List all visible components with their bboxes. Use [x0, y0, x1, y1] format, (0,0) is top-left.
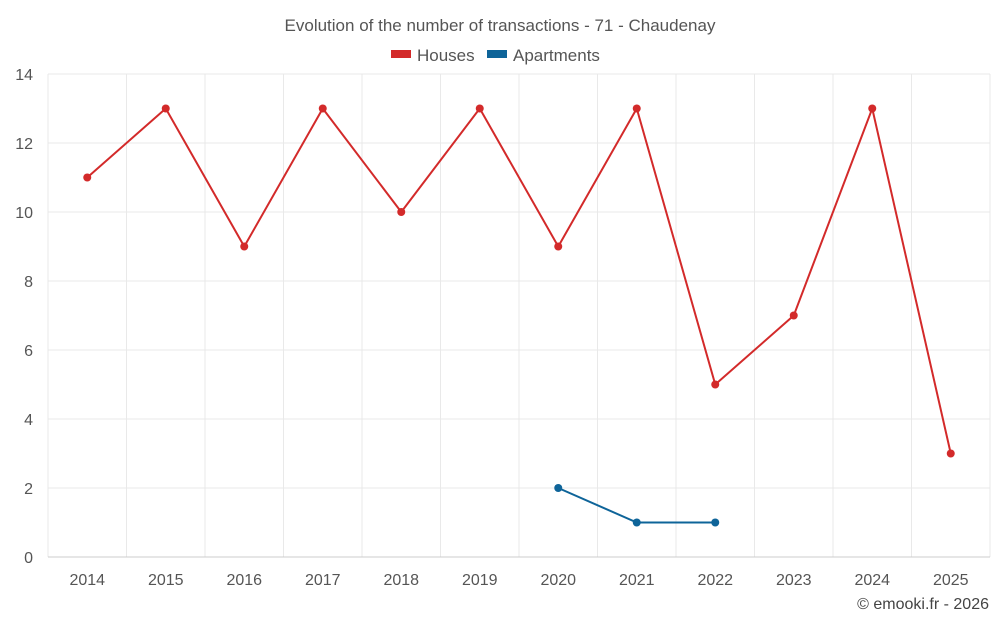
series-houses [83, 104, 955, 458]
data-point[interactable] [318, 104, 327, 113]
y-tick-label: 2 [24, 481, 33, 498]
data-point[interactable] [397, 208, 406, 216]
series-line [557, 487, 717, 524]
y-tick-label: 4 [24, 412, 33, 429]
x-tick-label: 2025 [933, 572, 969, 589]
legend-swatch [487, 50, 507, 58]
data-point[interactable] [789, 311, 798, 320]
data-point[interactable] [83, 173, 92, 182]
legend-item-apartments[interactable]: Apartments [487, 46, 600, 65]
y-tick-label: 6 [24, 343, 33, 360]
y-tick-label: 10 [15, 205, 33, 222]
legend-item-houses[interactable]: Houses [391, 46, 475, 65]
credit-text: © emooki.fr - 2026 [857, 596, 989, 613]
series-apartments [554, 484, 720, 527]
data-point[interactable] [475, 104, 484, 113]
chart-title: Evolution of the number of transactions … [285, 16, 716, 35]
y-axis: 0 2 4 6 8 10 12 14 [15, 67, 33, 567]
data-point[interactable] [711, 380, 720, 389]
series-line [86, 107, 952, 455]
x-tick-label: 2023 [776, 572, 812, 589]
data-point[interactable] [868, 104, 877, 113]
gridlines [47, 73, 991, 557]
x-tick-label: 2020 [540, 572, 576, 589]
x-tick-label: 2014 [69, 572, 105, 589]
x-tick-label: 2017 [305, 572, 341, 589]
y-tick-label: 0 [24, 550, 33, 567]
data-point[interactable] [554, 484, 563, 492]
x-tick-label: 2015 [148, 572, 184, 589]
data-point[interactable] [240, 242, 249, 251]
data-point[interactable] [554, 242, 563, 251]
legend-swatch [391, 50, 411, 58]
x-tick-label: 2021 [619, 572, 655, 589]
y-tick-label: 8 [24, 274, 33, 291]
data-point[interactable] [946, 449, 955, 458]
x-tick-label: 2022 [697, 572, 733, 589]
x-tick-label: 2019 [462, 572, 498, 589]
series-group [83, 104, 955, 527]
data-point[interactable] [711, 518, 720, 527]
y-tick-label: 14 [15, 67, 33, 84]
y-tick-label: 12 [15, 136, 33, 153]
x-tick-label: 2016 [226, 572, 262, 589]
data-point[interactable] [632, 104, 641, 113]
legend-label: Houses [417, 46, 475, 65]
x-tick-label: 2024 [854, 572, 890, 589]
data-point[interactable] [632, 518, 641, 527]
data-point[interactable] [161, 104, 170, 113]
x-axis: 2014 2015 2016 2017 2018 2019 2020 2021 2022 2023… [48, 556, 990, 589]
legend: Houses Apartments [391, 46, 600, 65]
x-tick-label: 2018 [383, 572, 419, 589]
legend-label: Apartments [513, 46, 600, 65]
